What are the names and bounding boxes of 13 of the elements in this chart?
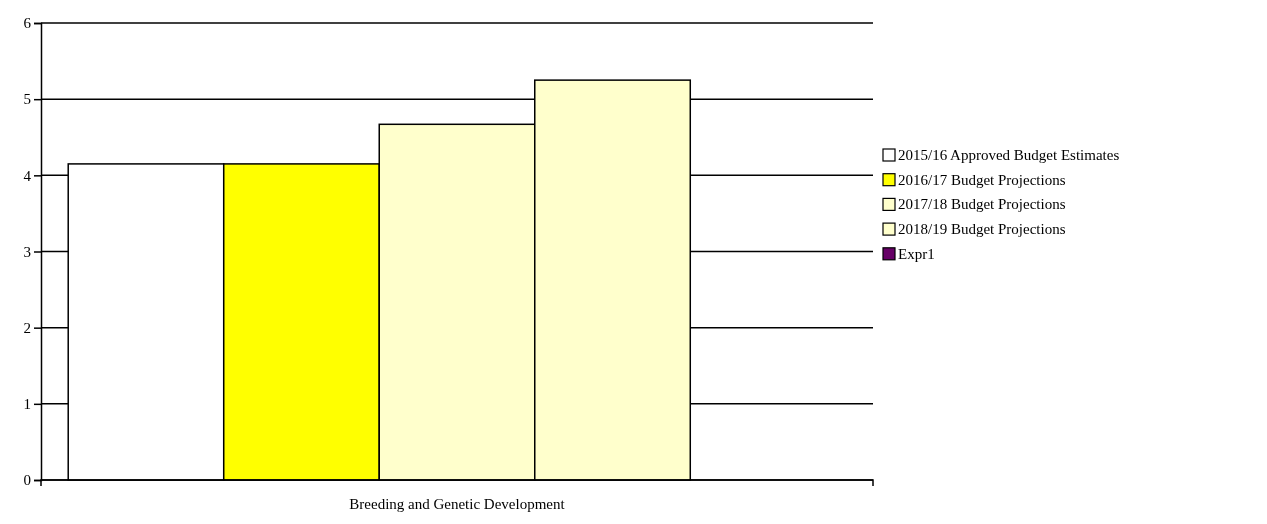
- y-tick-label: 2: [23, 319, 31, 336]
- legend-label: Expr1: [898, 245, 935, 262]
- y-tick-label: 3: [23, 243, 31, 260]
- y-tick-label: 5: [23, 91, 31, 108]
- y-tick-label: 0: [23, 472, 31, 489]
- legend-label: 2018/19 Budget Projections: [898, 221, 1066, 238]
- y-tick-label: 1: [23, 396, 31, 413]
- legend-label: 2015/16 Approved Budget Estimates: [898, 147, 1120, 163]
- legend-label: 2016/17 Budget Projections: [898, 171, 1066, 188]
- legend-label: 2017/18 Budget Projections: [898, 196, 1066, 213]
- y-tick-label: 4: [23, 167, 32, 184]
- x-tick-label: Breeding and Genetic Development: [349, 495, 566, 512]
- y-tick-label: 6: [23, 15, 32, 32]
